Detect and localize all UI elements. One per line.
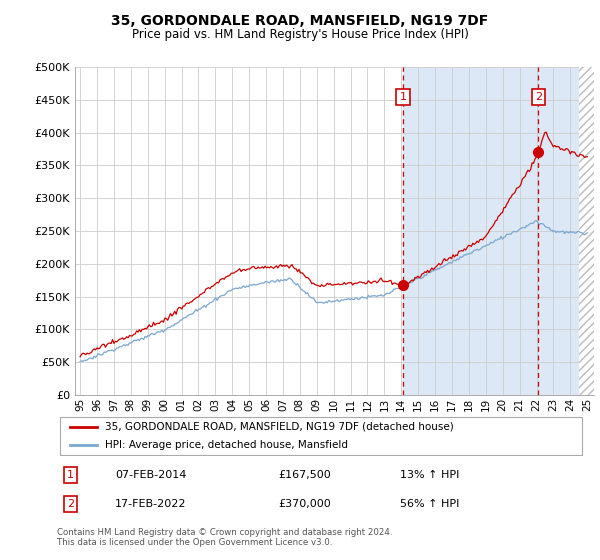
- Text: 2: 2: [535, 92, 542, 102]
- Text: 1: 1: [400, 92, 406, 102]
- Text: Contains HM Land Registry data © Crown copyright and database right 2024.
This d: Contains HM Land Registry data © Crown c…: [57, 528, 392, 547]
- Text: 35, GORDONDALE ROAD, MANSFIELD, NG19 7DF (detached house): 35, GORDONDALE ROAD, MANSFIELD, NG19 7DF…: [104, 422, 453, 432]
- Text: 07-FEB-2014: 07-FEB-2014: [115, 470, 187, 480]
- Bar: [579, 67, 596, 395]
- Text: £167,500: £167,500: [279, 470, 332, 480]
- Text: £370,000: £370,000: [279, 500, 332, 509]
- Text: 56% ↑ HPI: 56% ↑ HPI: [400, 500, 460, 509]
- Text: 17-FEB-2022: 17-FEB-2022: [115, 500, 187, 509]
- Bar: [579, 67, 596, 395]
- Text: 35, GORDONDALE ROAD, MANSFIELD, NG19 7DF: 35, GORDONDALE ROAD, MANSFIELD, NG19 7DF: [112, 14, 488, 28]
- Text: 13% ↑ HPI: 13% ↑ HPI: [400, 470, 460, 480]
- Text: 2: 2: [67, 500, 74, 509]
- Text: HPI: Average price, detached house, Mansfield: HPI: Average price, detached house, Mans…: [104, 440, 347, 450]
- Text: 1: 1: [67, 470, 74, 480]
- Bar: [403, 67, 596, 395]
- Text: Price paid vs. HM Land Registry's House Price Index (HPI): Price paid vs. HM Land Registry's House …: [131, 28, 469, 41]
